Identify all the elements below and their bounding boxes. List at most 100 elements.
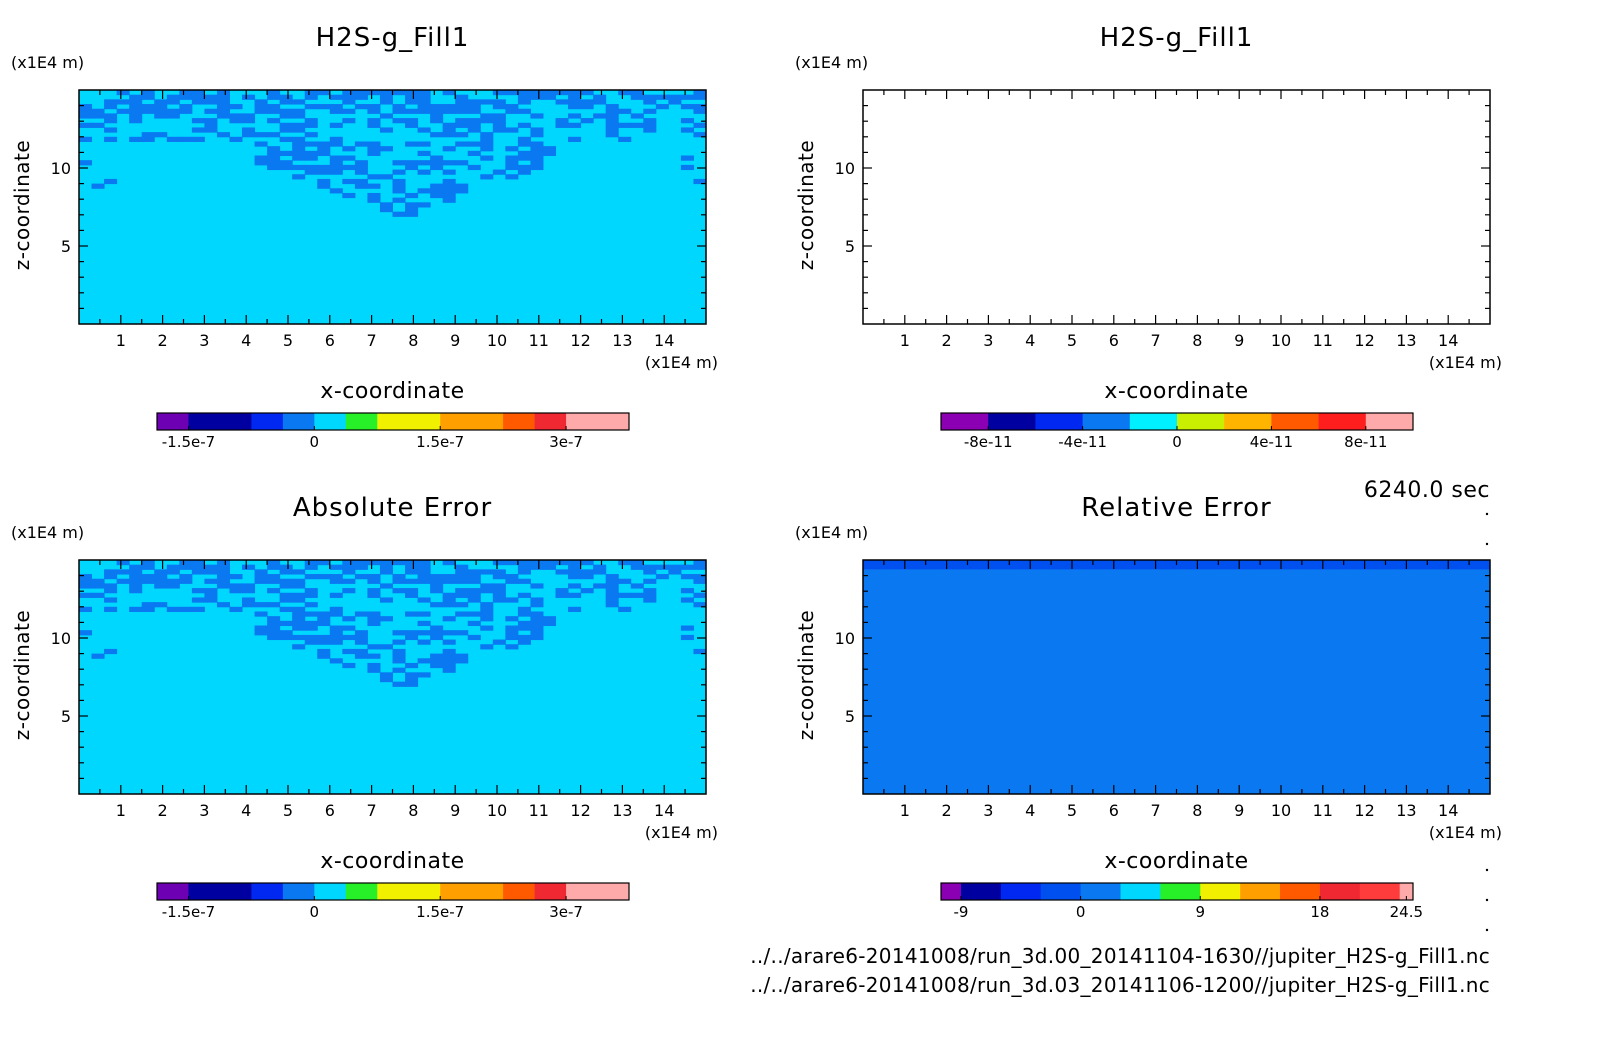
heatmap-cell <box>392 578 406 584</box>
heatmap-cell <box>242 132 256 138</box>
heatmap-cell <box>292 174 306 180</box>
heatmap-cell <box>216 99 230 105</box>
heatmap-cell <box>317 616 331 622</box>
heatmap-cell <box>329 578 343 584</box>
heatmap-cell <box>505 155 519 161</box>
heatmap-cell <box>417 150 431 157</box>
colorbar-tick-label: -1.5e-7 <box>162 433 215 451</box>
heatmap-cell <box>267 634 281 641</box>
heatmap-cell <box>593 583 607 589</box>
heatmap-cell <box>1439 574 1453 580</box>
heatmap-cell <box>179 94 193 100</box>
heatmap-cell <box>1063 592 1077 598</box>
heatmap-cell <box>1477 602 1491 608</box>
heatmap-cell <box>242 94 256 100</box>
heatmap-cell <box>1026 588 1040 594</box>
heatmap-cell <box>216 560 230 566</box>
heatmap-cell <box>1176 569 1190 575</box>
heatmap-cell <box>405 90 419 96</box>
colorbar-segment <box>440 883 504 900</box>
heatmap-cell <box>643 108 657 114</box>
heatmap-cell <box>417 141 431 147</box>
x-axis-label: x-coordinate <box>1104 849 1248 874</box>
heatmap-cell <box>430 192 444 199</box>
heatmap-cell <box>392 118 406 124</box>
heatmap-cell <box>79 108 93 114</box>
heatmap-cell <box>229 588 243 594</box>
heatmap-cell <box>304 560 318 566</box>
colorbar-segment <box>1040 883 1082 900</box>
heatmap-cell <box>442 639 456 645</box>
heatmap-cell <box>1088 602 1102 608</box>
heatmap-cell <box>630 560 644 566</box>
heatmap-cell <box>191 606 205 612</box>
heatmap-cell <box>216 602 230 608</box>
heatmap-cell <box>505 560 519 566</box>
heatmap-cell <box>455 94 469 100</box>
heatmap-cell <box>405 592 419 598</box>
x-tick-label: 5 <box>283 801 293 820</box>
heatmap-cell <box>455 104 469 110</box>
heatmap-cell <box>680 564 694 570</box>
heatmap-cell <box>950 578 964 584</box>
heatmap-cell <box>605 108 619 114</box>
heatmap-cell <box>630 113 644 119</box>
heatmap-cell <box>267 94 281 100</box>
heatmap-cell <box>304 132 318 138</box>
heatmap-cell <box>254 108 268 114</box>
heatmap-cell <box>505 630 519 636</box>
heatmap-cell <box>417 630 431 636</box>
heatmap-cell <box>530 630 544 636</box>
heatmap-cell <box>379 672 393 678</box>
heatmap-cell <box>116 99 130 105</box>
heatmap-cell <box>442 183 456 189</box>
heatmap-cell <box>938 574 952 580</box>
heatmap-cell <box>1276 588 1290 594</box>
heatmap-cell <box>467 569 481 575</box>
heatmap-cell <box>129 94 143 100</box>
heatmap-cell <box>254 160 268 166</box>
heatmap-cell <box>1151 578 1165 584</box>
heatmap-cell <box>367 150 381 157</box>
heatmap-cell <box>379 677 393 683</box>
heatmap-cell <box>693 574 707 580</box>
heatmap-cell <box>938 583 952 589</box>
heatmap-cell <box>1326 578 1341 584</box>
x-tick-label: 7 <box>1151 801 1161 820</box>
heatmap-cell <box>292 644 306 650</box>
heatmap-cell <box>354 141 368 147</box>
heatmap-cell <box>913 588 927 594</box>
heatmap-cell <box>863 578 877 584</box>
x-axis-label: x-coordinate <box>320 379 464 404</box>
heatmap-cell <box>79 574 93 580</box>
heatmap-cell <box>913 569 927 575</box>
heatmap-cell <box>267 560 281 566</box>
heatmap-cell <box>1214 583 1228 589</box>
heatmap-cell <box>367 197 381 203</box>
heatmap-cell <box>417 639 431 645</box>
heatmap-cell <box>179 560 193 566</box>
x-tick-label: 11 <box>1313 331 1333 350</box>
heatmap-cell <box>442 616 456 622</box>
heatmap-cell <box>517 560 531 566</box>
heatmap-cell <box>430 658 444 664</box>
heatmap-cell <box>593 94 607 100</box>
heatmap-cell <box>568 564 582 570</box>
colorbar-segment <box>314 883 347 900</box>
heatmap-cell <box>643 588 657 594</box>
colorbar-segment <box>282 883 315 900</box>
heatmap-cell <box>354 104 368 110</box>
heatmap-cell <box>455 592 469 598</box>
heatmap-cell <box>1264 602 1278 608</box>
heatmap-cell <box>988 569 1002 575</box>
heatmap-cell <box>1013 583 1027 589</box>
heatmap-cell <box>1201 597 1215 603</box>
heatmap-cell <box>555 90 569 96</box>
heatmap-cell <box>480 569 494 575</box>
x-tick-label: 7 <box>367 331 377 350</box>
x-tick-label: 4 <box>1025 801 1035 820</box>
heatmap-cell <box>342 588 356 594</box>
heatmap-cell <box>392 160 406 166</box>
heatmap-cell <box>1038 578 1052 584</box>
heatmap-cell <box>467 150 481 157</box>
